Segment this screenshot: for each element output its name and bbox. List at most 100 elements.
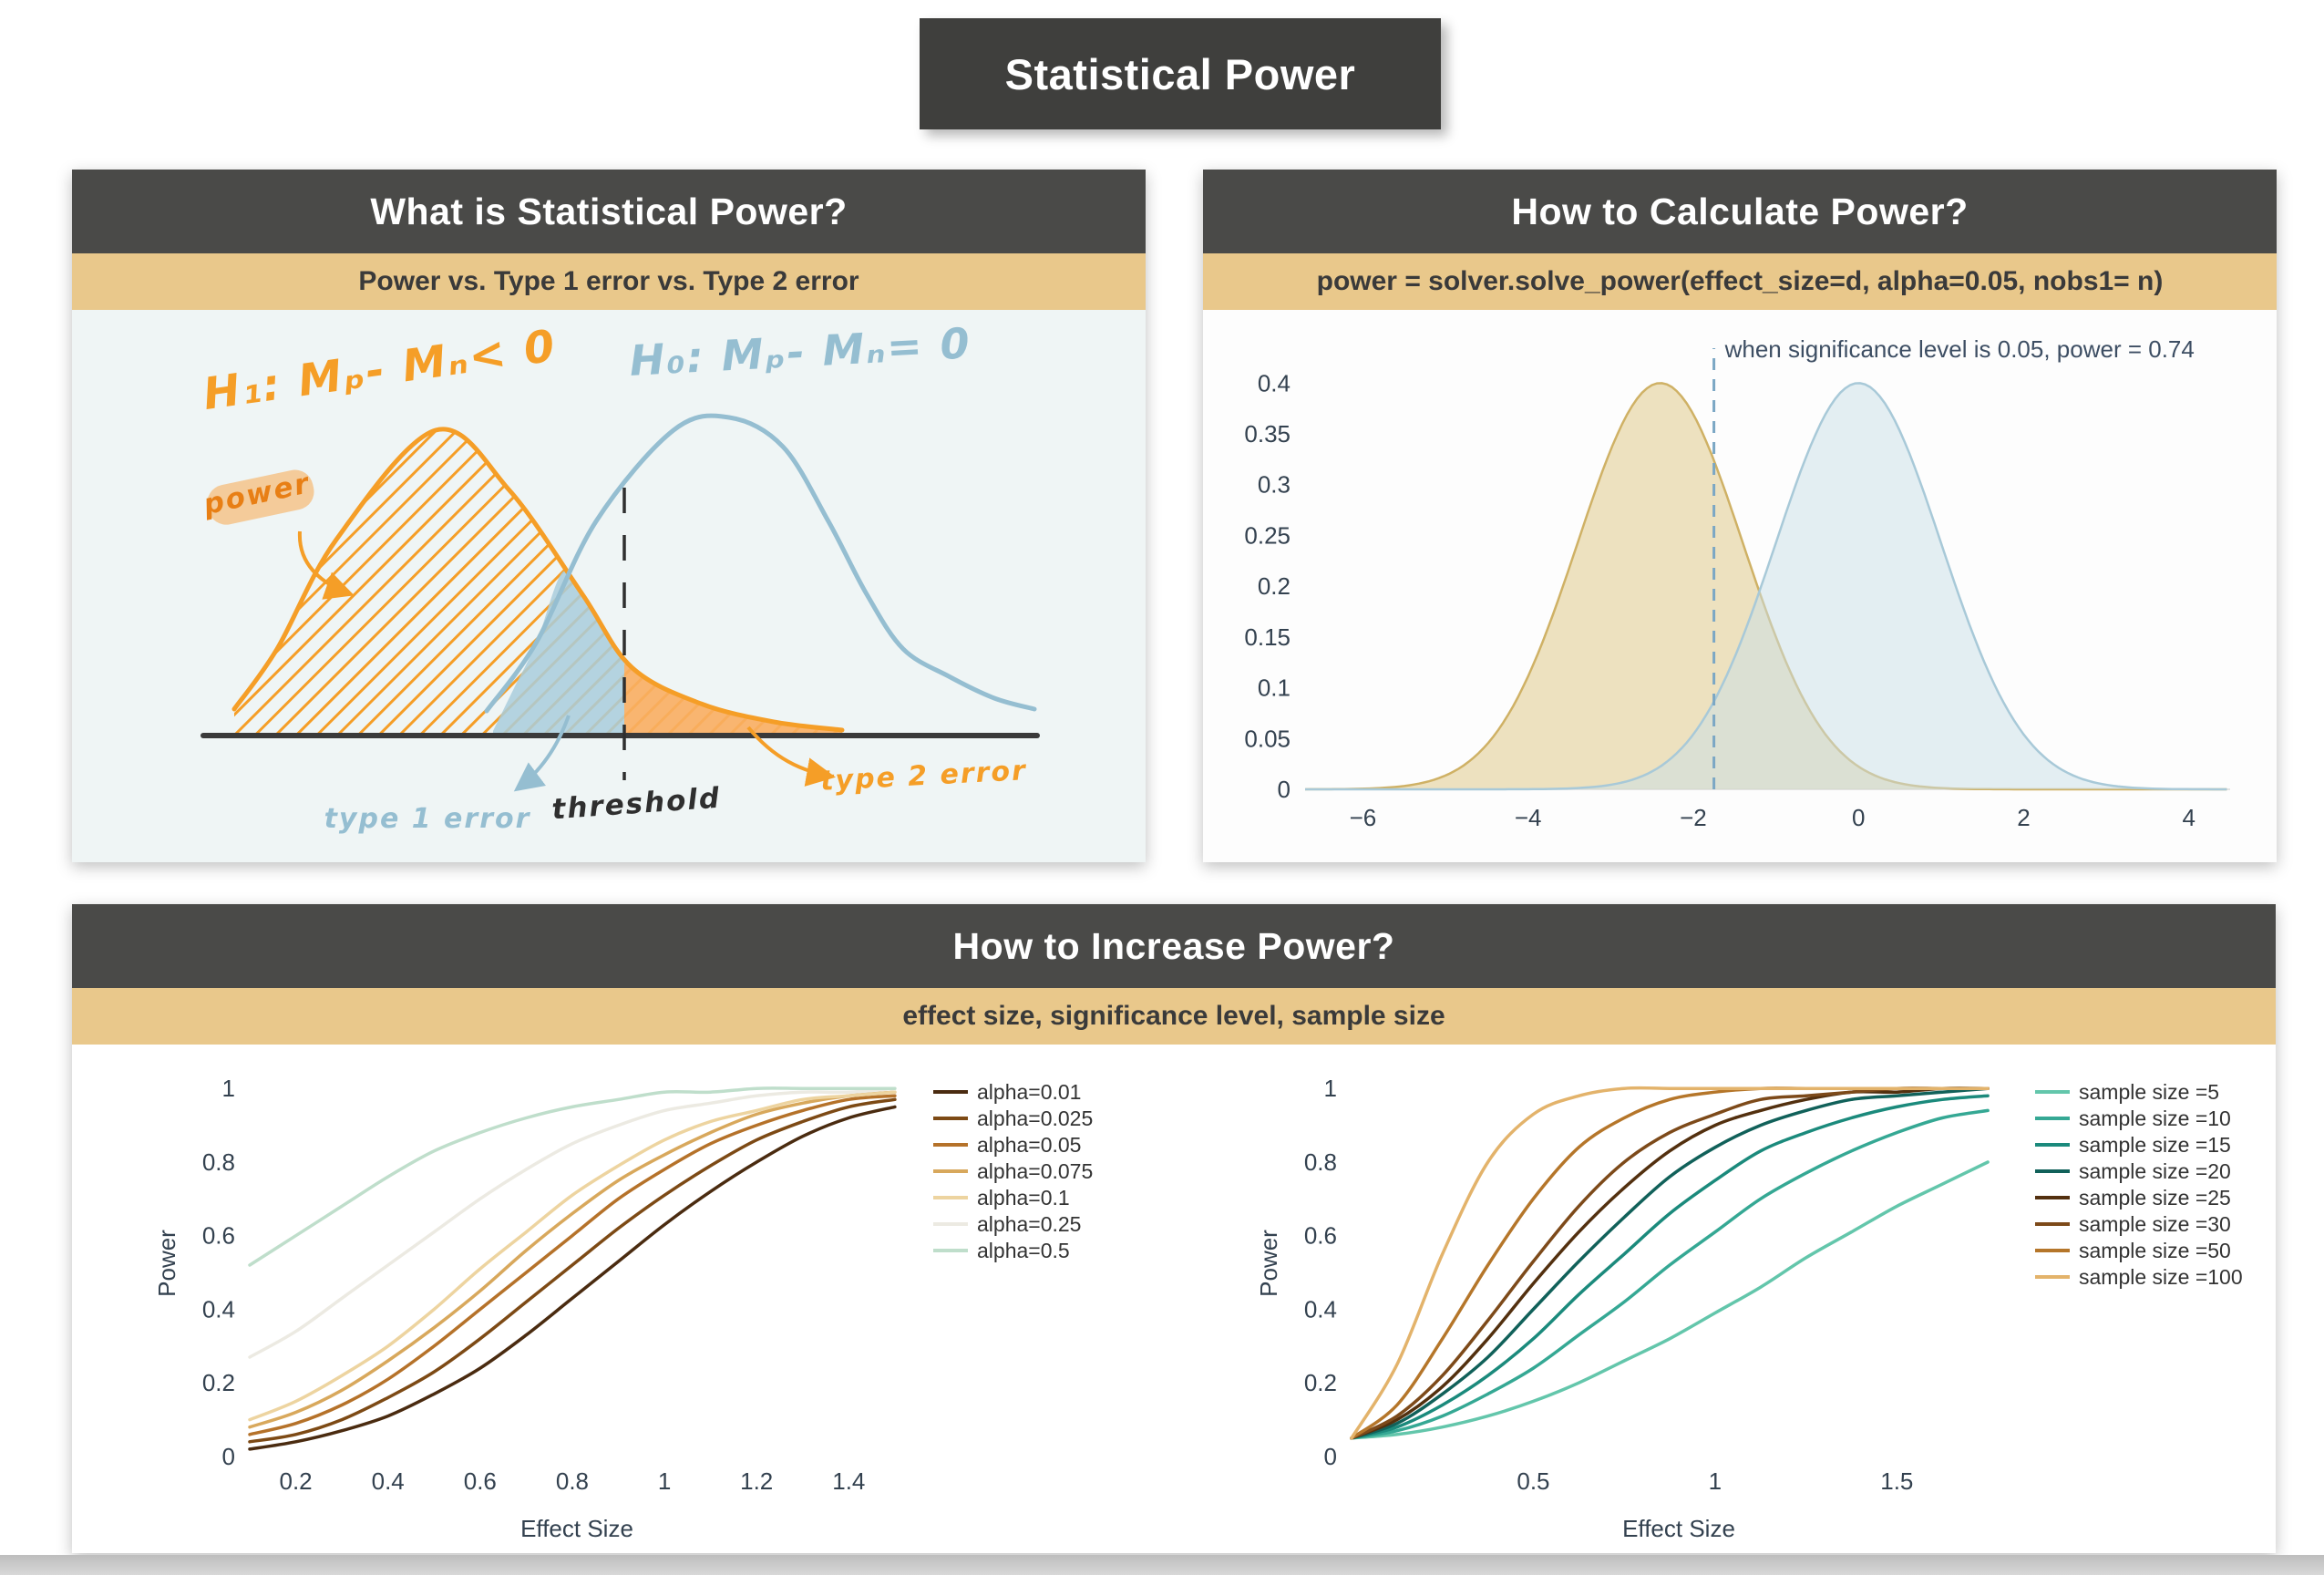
panel-increase-title: How to Increase Power? [72, 904, 2276, 988]
legend-label: alpha=0.075 [977, 1159, 1093, 1183]
y-tick-label: 1 [222, 1075, 235, 1102]
x-tick-label: 0.5 [1517, 1467, 1549, 1495]
x-tick-label: 1 [658, 1467, 671, 1495]
legend-label: sample size =5 [2079, 1080, 2219, 1104]
x-tick-label: 1 [1709, 1467, 1722, 1495]
charts-row: 0.2 0.4 0.6 0.8 1 1.2 1.4 0 0.2 0.4 0.6 0.8 1 alpha=0… [72, 1045, 2276, 1553]
y-tick-label: 0.1 [1258, 674, 1291, 702]
series-alpha-0.5 [248, 1086, 897, 1267]
x-tick-label: 0.8 [556, 1467, 589, 1495]
series-alpha-0.05 [248, 1094, 897, 1436]
power-area-hatch [234, 428, 842, 736]
power-arrow [297, 530, 355, 600]
series-alpha-0.25 [248, 1086, 897, 1359]
panel-increase-body: 0.2 0.4 0.6 0.8 1 1.2 1.4 0 0.2 0.4 0.6 0.8 1 alpha=0… [72, 1045, 2276, 1553]
type2-arrow [746, 726, 836, 787]
y-tick-label: 0.4 [1258, 369, 1291, 396]
legend-label: sample size =10 [2079, 1107, 2231, 1130]
h0-hypothesis-label: H₀: Mₚ- Mₙ= 0 [628, 318, 972, 386]
y-tick-label: 0.2 [202, 1369, 235, 1396]
x-tick-label: 0.4 [372, 1467, 405, 1495]
x-tick-label: −6 [1350, 804, 1377, 831]
legend-label: sample size =15 [2079, 1133, 2231, 1157]
y-tick-label: 0.35 [1244, 420, 1291, 448]
legend-label: sample size =50 [2079, 1239, 2231, 1262]
y-tick-label: 0 [1324, 1443, 1337, 1470]
threshold-label: threshold [550, 782, 722, 827]
x-tick-label: 2 [2017, 804, 2030, 831]
y-tick-label: 0.6 [202, 1222, 235, 1250]
series-sample-size--25 [1350, 1086, 1990, 1440]
series-sample-size--5 [1350, 1160, 1990, 1440]
y-tick-label: 0.25 [1244, 521, 1291, 549]
panel-calculate-power: How to Calculate Power? power = solver.s… [1203, 170, 2277, 862]
y-tick-label: 0.3 [1258, 471, 1291, 499]
h0-curve [484, 413, 1037, 714]
x-tick-label: 1.4 [832, 1467, 865, 1495]
panel-what-body: H₁: Mₚ- Mₙ< 0 H₀: Mₚ- Mₙ= 0 power type 1… [72, 310, 1146, 862]
type2-error-area [624, 664, 842, 736]
y-tick-label: 0.4 [1304, 1295, 1337, 1323]
x-tick-label: 0.6 [464, 1467, 497, 1495]
y-axis-label: Power [1255, 1230, 1282, 1297]
y-tick-label: 0.05 [1244, 725, 1291, 752]
series-sample-size--15 [1350, 1094, 1990, 1440]
series-sample-size--20 [1350, 1086, 1990, 1440]
legend-label: alpha=0.1 [977, 1186, 1070, 1210]
x-tick-label: 4 [2182, 804, 2195, 831]
legend-label: alpha=0.5 [977, 1239, 1070, 1262]
legend-label: alpha=0.01 [977, 1080, 1081, 1104]
y-tick-label: 0.2 [1258, 572, 1291, 600]
x-tick-label: 1.2 [740, 1467, 773, 1495]
alternative-distribution-area [1305, 383, 2230, 789]
page-title: Statistical Power [920, 18, 1441, 129]
legend-label: sample size =25 [2079, 1186, 2231, 1210]
type1-error-label: type 1 error [324, 803, 531, 835]
y-tick-label: 0.6 [1304, 1222, 1337, 1250]
diagram-curves-layer [201, 413, 1040, 792]
series-sample-size--10 [1350, 1108, 1990, 1440]
panel-what-title: What is Statistical Power? [72, 170, 1146, 253]
panel-what-subtitle: Power vs. Type 1 error vs. Type 2 error [72, 253, 1146, 310]
legend-label: sample size =100 [2079, 1265, 2243, 1289]
y-tick-label: 0.8 [202, 1148, 235, 1176]
h1-curve [231, 427, 845, 733]
panel-what-is-power: What is Statistical Power? Power vs. Typ… [72, 170, 1146, 862]
x-tick-label: 0 [1852, 804, 1865, 831]
y-tick-label: 0 [222, 1443, 235, 1470]
x-tick-label: −4 [1515, 804, 1542, 831]
panel-calc-body: −6 −4 −2 0 2 4 0 0.05 0.1 0.15 0.2 0.25 0.3 0.35 0.4 wh… [1203, 310, 2277, 862]
y-tick-label: 1 [1324, 1075, 1337, 1102]
null-distribution-area [1305, 383, 2230, 789]
panel-calc-title: How to Calculate Power? [1203, 170, 2277, 253]
series-alpha-0.075 [248, 1090, 897, 1429]
legend-label: alpha=0.25 [977, 1212, 1081, 1236]
legend-label: alpha=0.05 [977, 1133, 1081, 1157]
panel-calc-subtitle: power = solver.solve_power(effect_size=d… [1203, 253, 2277, 310]
type2-error-label: type 2 error [819, 755, 1028, 798]
null-distribution-curve [1305, 382, 2227, 791]
series-alpha-0.01 [248, 1105, 897, 1451]
y-tick-label: 0.15 [1244, 623, 1291, 651]
x-tick-label: 0.2 [279, 1467, 312, 1495]
bottom-edge-strip [0, 1555, 2324, 1575]
legend-label: alpha=0.025 [977, 1107, 1093, 1130]
series-alpha-0.025 [248, 1097, 897, 1444]
y-tick-label: 0.8 [1304, 1148, 1337, 1176]
power-highlight [207, 469, 314, 525]
x-tick-label: −2 [1680, 804, 1707, 831]
panel-increase-subtitle: effect size, significance level, sample … [72, 988, 2276, 1045]
x-axis-label: Effect Size [1622, 1515, 1735, 1542]
legend-label: sample size =20 [2079, 1159, 2231, 1183]
type1-arrow [513, 715, 571, 792]
series-sample-size--100 [1350, 1086, 1990, 1440]
h1-hypothesis-label: H₁: Mₚ- Mₙ< 0 [201, 320, 560, 420]
page-title-text: Statistical Power [1004, 49, 1356, 98]
y-tick-label: 0.2 [1304, 1369, 1337, 1396]
x-axis-label: Effect Size [520, 1515, 633, 1542]
power-annotation: when significance level is 0.05, power =… [1724, 335, 2195, 363]
legend-label: sample size =30 [2079, 1212, 2231, 1236]
x-tick-label: 1.5 [1880, 1467, 1913, 1495]
power-error-diagram: H₁: Mₚ- Mₙ< 0 H₀: Mₚ- Mₙ= 0 power type 1… [200, 318, 1040, 835]
y-tick-label: 0 [1278, 776, 1291, 803]
